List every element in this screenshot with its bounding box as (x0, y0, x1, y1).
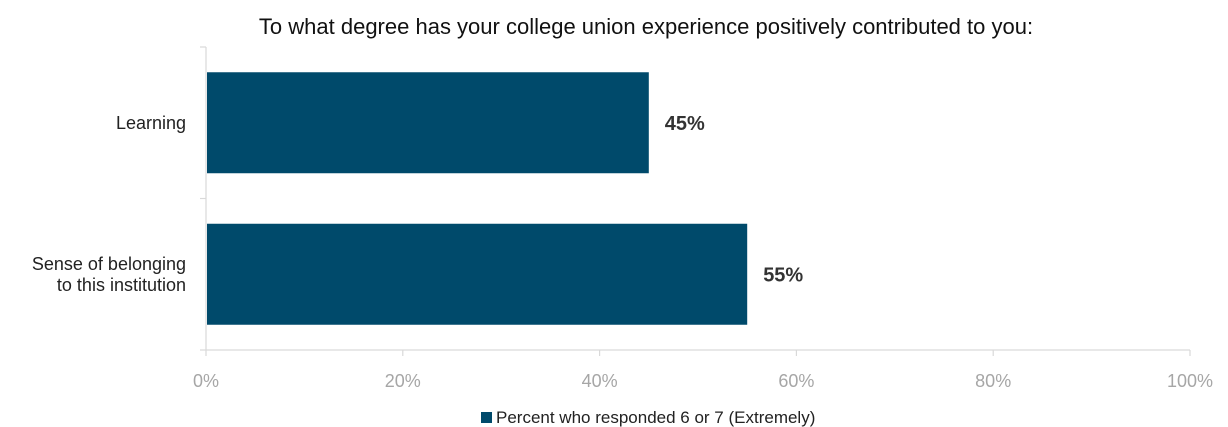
data-label: 55% (763, 264, 803, 286)
legend-swatch (481, 412, 492, 423)
data-labels: 45% 55% (665, 113, 804, 287)
bar (207, 72, 649, 174)
bar (207, 223, 748, 325)
bars (207, 72, 748, 325)
x-tick-label: 60% (778, 371, 814, 391)
x-tick-label: 20% (385, 371, 421, 391)
x-tick-label: 80% (975, 371, 1011, 391)
data-label: 45% (665, 113, 705, 135)
chart-title: To what degree has your college union ex… (259, 14, 1033, 39)
x-tick-labels: 0% 20% 40% 60% 80% 100% (193, 371, 1213, 391)
category-label-line: Learning (116, 113, 186, 133)
category-label: Learning (116, 113, 186, 133)
category-labels: Learning Sense of belonging to this instit… (32, 113, 186, 295)
category-label: Sense of belonging to this institution (32, 254, 186, 295)
legend-label: Percent who responded 6 or 7 (Extremely) (496, 408, 815, 427)
x-tick-label: 0% (193, 371, 219, 391)
category-label-line: Sense of belonging (32, 254, 186, 274)
axes (200, 46, 1191, 356)
category-label-line: to this institution (57, 275, 186, 295)
x-tick-label: 100% (1167, 371, 1213, 391)
legend: Percent who responded 6 or 7 (Extremely) (481, 408, 815, 427)
x-tick-label: 40% (582, 371, 618, 391)
